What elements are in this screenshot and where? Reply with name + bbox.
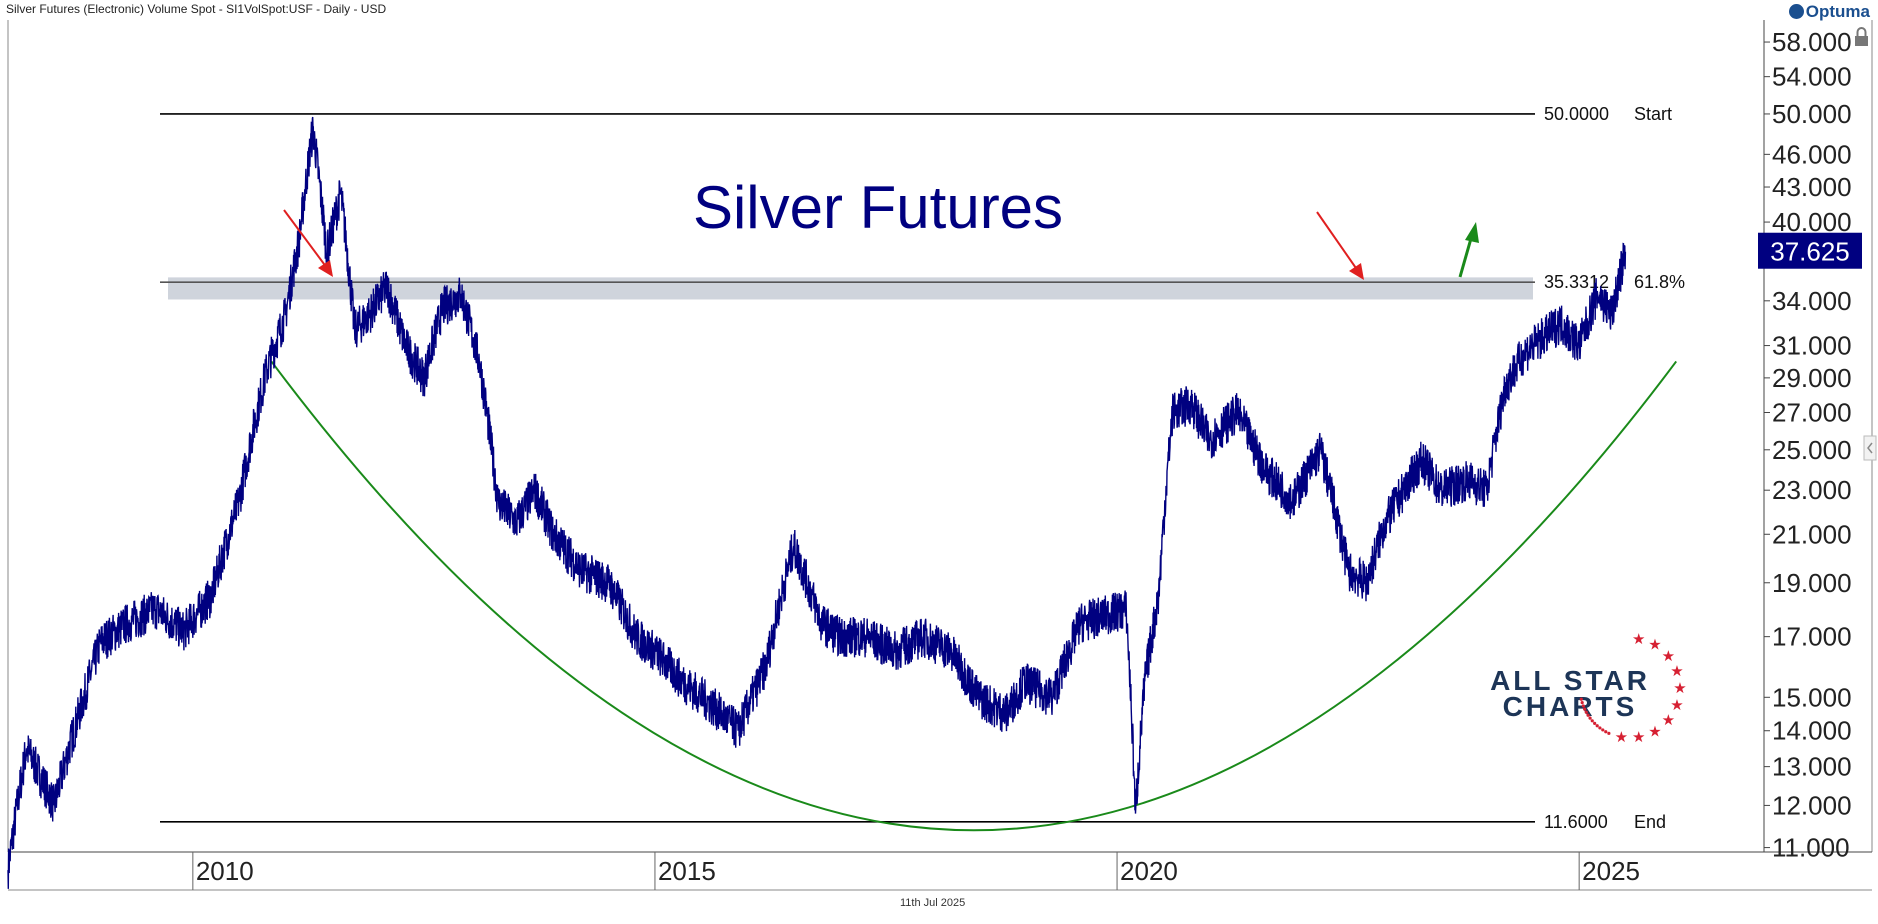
watermark-dot (1586, 713, 1590, 717)
y-tick-label: 19.000 (1772, 568, 1852, 598)
level-name-label: 61.8% (1634, 272, 1685, 292)
watermark-star: ★ (1662, 712, 1675, 729)
optuma-logo: Optuma (1788, 2, 1870, 22)
y-tick-label: 46.000 (1772, 139, 1852, 169)
y-tick-label: 29.000 (1772, 363, 1852, 393)
y-tick-label: 54.000 (1772, 62, 1852, 92)
watermark-star: ★ (1615, 729, 1628, 746)
collapse-panel-box (1863, 435, 1877, 461)
red-arrow-right-shaft (1316, 211, 1359, 272)
watermark-star: ★ (1670, 697, 1683, 714)
red-arrow-left (283, 209, 333, 277)
watermark-dot (1607, 731, 1611, 735)
watermark-dot (1584, 710, 1588, 714)
x-tick-label: 2010 (196, 856, 254, 886)
y-tick-label: 27.000 (1772, 398, 1852, 428)
watermark-star: ★ (1632, 729, 1645, 746)
red-arrow-right-head (1349, 263, 1364, 280)
x-tick-label: 2015 (658, 856, 716, 886)
y-tick-label: 14.000 (1772, 716, 1852, 746)
y-tick-label: 11.000 (1772, 833, 1850, 863)
watermark-star: ★ (1648, 723, 1661, 740)
watermark-line1: ALL STAR (1490, 665, 1650, 696)
red-arrow-right (1316, 211, 1364, 280)
watermark-star: ★ (1673, 680, 1686, 697)
y-tick-label: 12.000 (1772, 790, 1852, 820)
lock-icon-shackle (1856, 27, 1867, 36)
y-tick-label: 34.000 (1772, 286, 1852, 316)
y-tick-label: 23.000 (1772, 475, 1852, 505)
y-tick-label: 21.000 (1772, 519, 1852, 549)
level-value-label: 11.6000 (1544, 812, 1608, 832)
last-price-badge: 37.625 (1758, 232, 1862, 269)
y-tick-label: 40.000 (1772, 207, 1852, 237)
watermark-line2: CHARTS (1503, 691, 1638, 722)
watermark-dot (1595, 724, 1599, 728)
last-price-box (1758, 232, 1862, 269)
y-tick-label: 58.000 (1772, 27, 1852, 57)
last-price-value: 37.625 (1770, 237, 1850, 267)
rounding-bottom-arc (270, 360, 1678, 832)
y-tick-label: 50.000 (1772, 99, 1852, 129)
lock-icon[interactable] (1855, 27, 1868, 46)
green-arrow-shaft (1458, 234, 1474, 278)
watermark-dot (1604, 730, 1608, 734)
y-tick-label: 43.000 (1772, 172, 1852, 202)
y-tick-label: 17.000 (1772, 622, 1852, 652)
collapse-panel-icon[interactable] (1863, 435, 1877, 461)
optuma-logo-text: Optuma (1805, 2, 1870, 21)
price-line (7, 116, 1627, 889)
red-arrow-left-head (318, 260, 333, 277)
watermark-dot (1579, 697, 1583, 701)
watermark-dot (1583, 707, 1587, 711)
y-tick-label: 31.000 (1772, 331, 1852, 361)
watermark-dot (1580, 701, 1584, 705)
allstar-watermark: ALL STAR CHARTS ★ ★★★★★★★★★ (1490, 631, 1687, 746)
watermark-star: ★ (1648, 637, 1661, 654)
watermark-dot (1598, 726, 1602, 730)
chevron-left-icon (1867, 442, 1873, 454)
watermark-star: ★ (1662, 648, 1675, 665)
footer-date: 11th Jul 2025 (900, 897, 966, 909)
watermark-dot (1601, 728, 1605, 732)
lock-icon-body (1855, 36, 1868, 46)
optuma-logo-icon (1788, 4, 1804, 19)
red-arrow-left-shaft (283, 209, 328, 269)
watermark-dot (1588, 716, 1592, 720)
green-arrow-head (1465, 222, 1479, 243)
chart-header-title: Silver Futures (Electronic) Volume Spot … (6, 2, 387, 16)
y-tick-label: 25.000 (1772, 435, 1852, 465)
watermark-star: ★ (1670, 663, 1683, 680)
watermark-dot (1593, 721, 1597, 725)
chart-title: Silver Futures (693, 174, 1063, 241)
level-name-label: Start (1634, 104, 1672, 124)
green-arrow-up (1458, 222, 1479, 278)
x-tick-label: 2025 (1582, 856, 1640, 886)
watermark-dot (1590, 719, 1594, 723)
watermark-dot (1581, 704, 1585, 708)
watermark-star: ★ (1632, 631, 1645, 648)
y-tick-label: 13.000 (1772, 752, 1852, 782)
x-tick-label: 2020 (1120, 856, 1178, 886)
level-value-label: 50.0000 (1544, 104, 1609, 124)
y-tick-label: 15.000 (1772, 682, 1852, 712)
level-name-label: End (1634, 812, 1666, 832)
level-value-label: 35.3312 (1544, 272, 1609, 292)
